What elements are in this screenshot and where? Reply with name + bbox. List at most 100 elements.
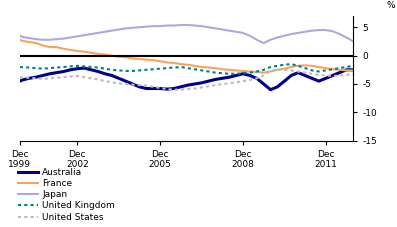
Australia bbox=[220, 77, 225, 80]
France bbox=[137, 58, 142, 60]
United Kingdom bbox=[172, 66, 176, 69]
Australia bbox=[61, 70, 66, 73]
United Kingdom bbox=[75, 64, 80, 67]
United Kingdom bbox=[158, 67, 162, 70]
France bbox=[151, 59, 156, 62]
United States bbox=[241, 80, 245, 82]
Japan bbox=[151, 25, 156, 27]
France bbox=[123, 56, 128, 59]
France bbox=[351, 69, 356, 72]
United States bbox=[102, 80, 107, 82]
United Kingdom bbox=[165, 67, 170, 69]
United Kingdom bbox=[47, 67, 52, 69]
France bbox=[206, 66, 211, 69]
Australia bbox=[247, 74, 252, 77]
Japan bbox=[89, 33, 94, 35]
Australia bbox=[17, 80, 22, 82]
Australia bbox=[27, 77, 31, 80]
United States bbox=[185, 88, 190, 90]
Australia bbox=[289, 74, 294, 77]
France bbox=[282, 67, 287, 70]
France bbox=[27, 41, 31, 43]
Japan bbox=[261, 42, 266, 44]
United Kingdom bbox=[206, 70, 211, 73]
Australia bbox=[144, 87, 149, 90]
United Kingdom bbox=[123, 69, 128, 72]
France bbox=[296, 64, 301, 67]
Japan bbox=[199, 25, 204, 27]
Japan bbox=[34, 38, 39, 40]
United Kingdom bbox=[20, 66, 25, 69]
United States bbox=[20, 76, 25, 79]
United States bbox=[130, 83, 135, 86]
United Kingdom bbox=[241, 72, 245, 74]
Line: Japan: Japan bbox=[20, 25, 353, 43]
Japan bbox=[17, 34, 22, 37]
France bbox=[261, 71, 266, 74]
France bbox=[68, 49, 73, 51]
Australia bbox=[261, 83, 266, 85]
France bbox=[254, 71, 259, 73]
Australia bbox=[82, 67, 87, 69]
United States bbox=[68, 75, 73, 78]
United States bbox=[310, 72, 314, 75]
United States bbox=[261, 74, 266, 77]
Australia bbox=[330, 74, 335, 77]
United States bbox=[330, 75, 335, 77]
United States bbox=[227, 82, 231, 85]
Legend: Australia, France, Japan, United Kingdom, United States: Australia, France, Japan, United Kingdom… bbox=[18, 168, 115, 222]
Australia bbox=[158, 87, 162, 90]
United Kingdom bbox=[34, 67, 39, 69]
United Kingdom bbox=[102, 67, 107, 70]
United States bbox=[89, 77, 94, 80]
United Kingdom bbox=[337, 67, 342, 69]
United States bbox=[82, 76, 87, 79]
France bbox=[20, 39, 25, 42]
Line: France: France bbox=[20, 40, 353, 73]
United Kingdom bbox=[303, 67, 307, 69]
France bbox=[234, 69, 239, 72]
Australia bbox=[116, 77, 121, 80]
Japan bbox=[61, 37, 66, 40]
United Kingdom bbox=[296, 64, 301, 67]
United States bbox=[206, 85, 211, 88]
United States bbox=[268, 69, 273, 72]
United Kingdom bbox=[54, 66, 59, 69]
France bbox=[185, 63, 190, 66]
Australia bbox=[137, 85, 142, 88]
Line: United Kingdom: United Kingdom bbox=[20, 64, 353, 74]
Australia bbox=[234, 74, 239, 77]
Australia bbox=[303, 74, 307, 77]
United States bbox=[303, 71, 307, 74]
France bbox=[199, 66, 204, 68]
France bbox=[54, 46, 59, 48]
United States bbox=[323, 74, 328, 77]
United Kingdom bbox=[275, 64, 280, 67]
Australia bbox=[40, 74, 45, 77]
United States bbox=[254, 77, 259, 80]
Australia bbox=[68, 68, 73, 71]
Australia bbox=[110, 74, 114, 77]
France bbox=[268, 70, 273, 73]
United States bbox=[144, 84, 149, 87]
United Kingdom bbox=[130, 69, 135, 72]
Japan bbox=[254, 38, 259, 41]
Australia bbox=[151, 87, 156, 90]
United Kingdom bbox=[316, 70, 321, 73]
France bbox=[158, 60, 162, 63]
United Kingdom bbox=[220, 72, 225, 74]
Japan bbox=[310, 29, 314, 32]
Australia bbox=[206, 80, 211, 82]
France bbox=[144, 58, 149, 61]
Japan bbox=[110, 29, 114, 32]
Australia bbox=[241, 72, 245, 75]
Australia bbox=[123, 80, 128, 82]
Line: Australia: Australia bbox=[20, 68, 353, 90]
Japan bbox=[289, 33, 294, 35]
United States bbox=[27, 76, 31, 79]
France bbox=[323, 67, 328, 69]
France bbox=[330, 68, 335, 71]
Japan bbox=[158, 25, 162, 27]
United Kingdom bbox=[323, 69, 328, 72]
Australia bbox=[75, 67, 80, 70]
